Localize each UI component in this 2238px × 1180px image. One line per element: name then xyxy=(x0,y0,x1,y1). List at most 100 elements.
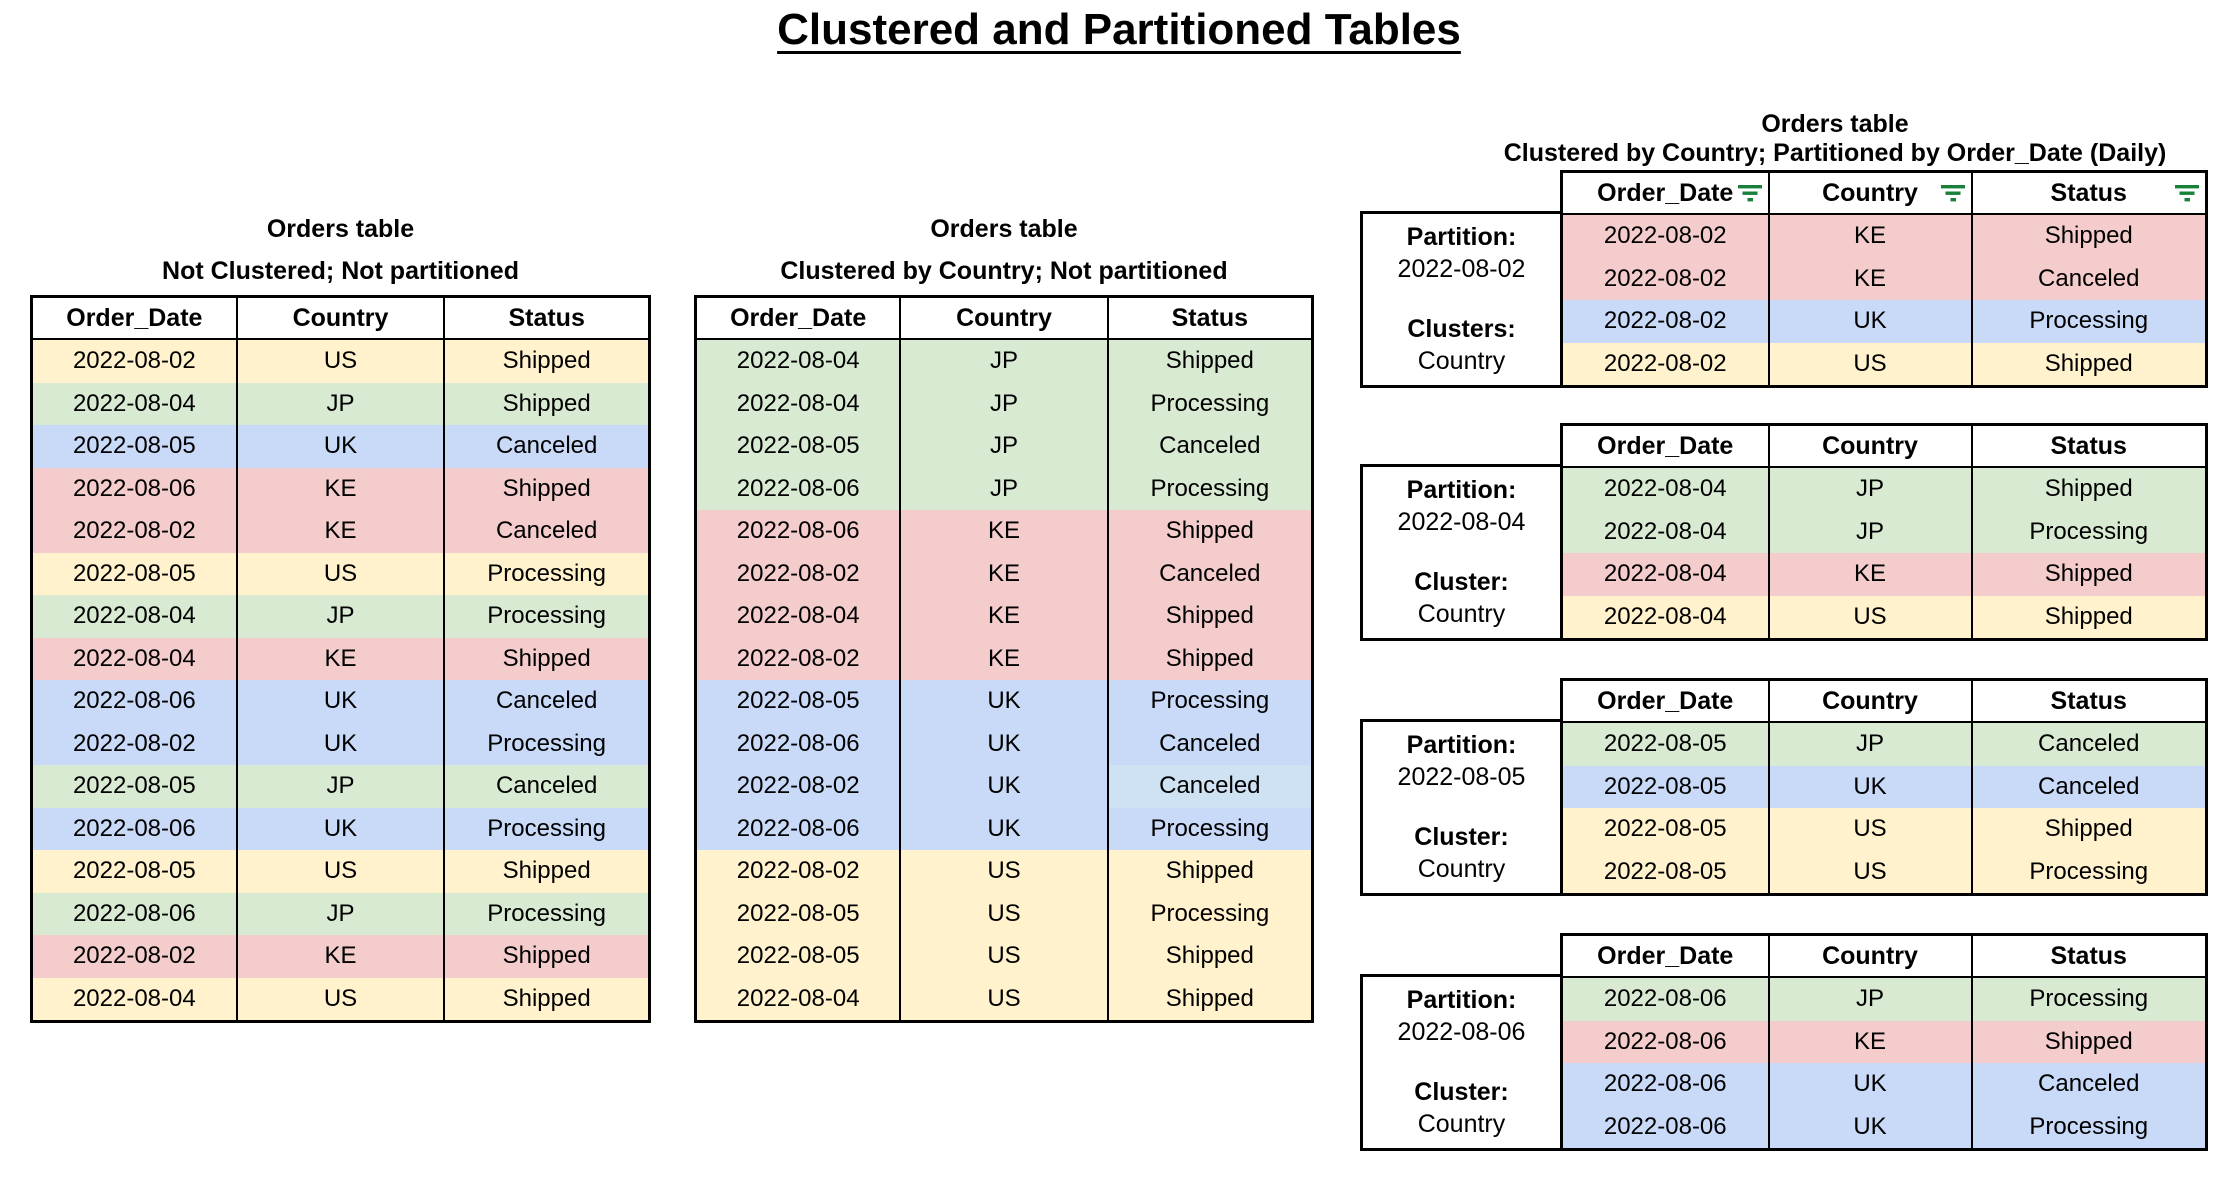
table-cell: Shipped xyxy=(1970,214,2208,258)
table-cell: 2022-08-02 xyxy=(694,850,902,893)
column-header-label: Status xyxy=(2050,178,2127,207)
table-cell: KE xyxy=(899,637,1109,680)
column-header-label: Country xyxy=(292,303,389,332)
header-row: Order_Date Country Status xyxy=(1560,424,2208,468)
table-cell: Shipped xyxy=(1106,977,1314,1022)
table-row: 2022-08-02 US Shipped xyxy=(694,850,1314,893)
table-cell: KE xyxy=(1767,553,1973,596)
table-cell: 2022-08-05 xyxy=(30,850,238,893)
table-cell: 2022-08-05 xyxy=(694,935,902,978)
table-row: 2022-08-04 JP Processing xyxy=(694,382,1314,425)
table-row: 2022-08-06 UK Canceled xyxy=(1560,1063,2208,1106)
table-cell: JP xyxy=(235,892,446,935)
table-row: 2022-08-02 KE Shipped xyxy=(694,637,1314,680)
table-row: 2022-08-04 US Shipped xyxy=(30,977,651,1022)
table-row: 2022-08-06 UK Canceled xyxy=(694,722,1314,765)
table-cell: US xyxy=(235,339,446,383)
table-cell: Canceled xyxy=(443,765,651,808)
column-header-status: Status xyxy=(1970,934,2208,978)
column-header-label: Order_Date xyxy=(1597,178,1734,207)
column-header-label: Order_Date xyxy=(66,303,203,332)
table-cell: Processing xyxy=(443,552,651,595)
middle-table-group: Orders table Clustered by Country; Not p… xyxy=(694,214,1314,1023)
table-row: 2022-08-05 UK Canceled xyxy=(1560,765,2208,808)
table-cell: US xyxy=(899,977,1109,1022)
label-spacer xyxy=(1363,285,1560,313)
partition-label-box-3: Partition: 2022-08-06 Cluster: Country xyxy=(1360,974,1560,1151)
table-cell: Canceled xyxy=(1106,765,1314,808)
table-cell: Shipped xyxy=(443,382,651,425)
orders-table-not-clustered: Order_Date Country Status 2022-08-02 US Ship… xyxy=(30,295,651,1023)
table-cell: 2022-08-06 xyxy=(1560,1105,1770,1150)
column-header-label: Status xyxy=(1171,303,1249,332)
table-row: 2022-08-02 UK Processing xyxy=(1560,300,2208,343)
left-table-title: Orders table xyxy=(266,215,415,243)
column-header-order_date: Order_Date xyxy=(1560,171,1770,215)
partition-label-box-0: Partition: 2022-08-02 Clusters: Country xyxy=(1360,211,1560,388)
table-row: 2022-08-05 US Shipped xyxy=(1560,808,2208,851)
column-header-label: Country xyxy=(1822,941,1918,970)
table-cell: Processing xyxy=(1970,977,2208,1021)
orders-table-clustered: Order_Date Country Status 2022-08-04 JP Ship… xyxy=(694,295,1314,1023)
table-cell: Processing xyxy=(1970,1105,2208,1150)
column-header-label: Country xyxy=(1822,178,1918,207)
table-cell: 2022-08-04 xyxy=(694,595,902,638)
column-header-order_date: Order_Date xyxy=(1560,934,1770,978)
table-cell: Shipped xyxy=(443,935,651,978)
table-row: 2022-08-04 KE Shipped xyxy=(694,595,1314,638)
column-header-label: Status xyxy=(2050,941,2127,970)
filter-icon xyxy=(2174,183,2200,204)
column-header-label: Status xyxy=(508,303,585,332)
table-row: 2022-08-05 US Shipped xyxy=(30,850,651,893)
table-row: 2022-08-02 US Shipped xyxy=(30,339,651,383)
table-cell: JP xyxy=(235,595,446,638)
table-cell: 2022-08-04 xyxy=(30,977,238,1022)
table-cell: 2022-08-06 xyxy=(30,680,238,723)
table-cell: 2022-08-04 xyxy=(1560,510,1770,553)
table-row: 2022-08-04 US Shipped xyxy=(1560,595,2208,640)
table-row: 2022-08-06 KE Shipped xyxy=(1560,1020,2208,1063)
table-cell: 2022-08-04 xyxy=(30,637,238,680)
table-cell: Shipped xyxy=(1106,637,1314,680)
table-cell: 2022-08-02 xyxy=(694,637,902,680)
right-section-titles: Orders table Clustered by Country; Parti… xyxy=(1360,110,2205,168)
label-spacer xyxy=(1363,1048,1560,1076)
column-header-country: Country xyxy=(899,296,1109,340)
table-cell: Processing xyxy=(443,807,651,850)
table-cell: UK xyxy=(1767,1105,1973,1150)
table-row: 2022-08-06 UK Canceled xyxy=(30,680,651,723)
table-cell: KE xyxy=(235,637,446,680)
table-cell: 2022-08-02 xyxy=(30,339,238,383)
table-row: 2022-08-06 KE Shipped xyxy=(694,510,1314,553)
table-cell: Shipped xyxy=(1970,1020,2208,1063)
table-cell: Shipped xyxy=(443,339,651,383)
filter-icon xyxy=(1737,183,1763,204)
table-cell: 2022-08-06 xyxy=(694,510,902,553)
table-cell: 2022-08-05 xyxy=(30,425,238,468)
table-row: 2022-08-04 KE Shipped xyxy=(1560,553,2208,596)
table-cell: JP xyxy=(1767,722,1973,766)
page-title: Clustered and Partitioned Tables xyxy=(777,5,1461,54)
table-cell: 2022-08-02 xyxy=(1560,214,1770,258)
cluster-value: Country xyxy=(1417,855,1506,883)
table-cell: 2022-08-04 xyxy=(694,977,902,1022)
table-row: 2022-08-04 KE Shipped xyxy=(30,637,651,680)
column-header-status: Status xyxy=(1970,171,2208,215)
table-cell: 2022-08-06 xyxy=(30,807,238,850)
cluster-heading: Cluster: xyxy=(1414,1078,1509,1106)
table-cell: KE xyxy=(899,510,1109,553)
table-cell: UK xyxy=(235,425,446,468)
table-cell: 2022-08-05 xyxy=(694,680,902,723)
table-cell: 2022-08-06 xyxy=(1560,977,1770,1021)
table-cell: Canceled xyxy=(443,425,651,468)
table-cell: Processing xyxy=(1970,510,2208,553)
column-header-label: Order_Date xyxy=(730,303,867,332)
table-cell: KE xyxy=(235,935,446,978)
table-cell: 2022-08-06 xyxy=(1560,1063,1770,1106)
partition-table-2022-08-02: Order_Date Country Status 2022-08-02 KE Ship… xyxy=(1560,170,2208,388)
table-row: 2022-08-06 JP Processing xyxy=(30,892,651,935)
table-cell: Canceled xyxy=(1970,257,2208,300)
partition-label-box-2: Partition: 2022-08-05 Cluster: Country xyxy=(1360,719,1560,896)
table-cell: Processing xyxy=(1106,467,1314,510)
table-cell: JP xyxy=(899,425,1109,468)
